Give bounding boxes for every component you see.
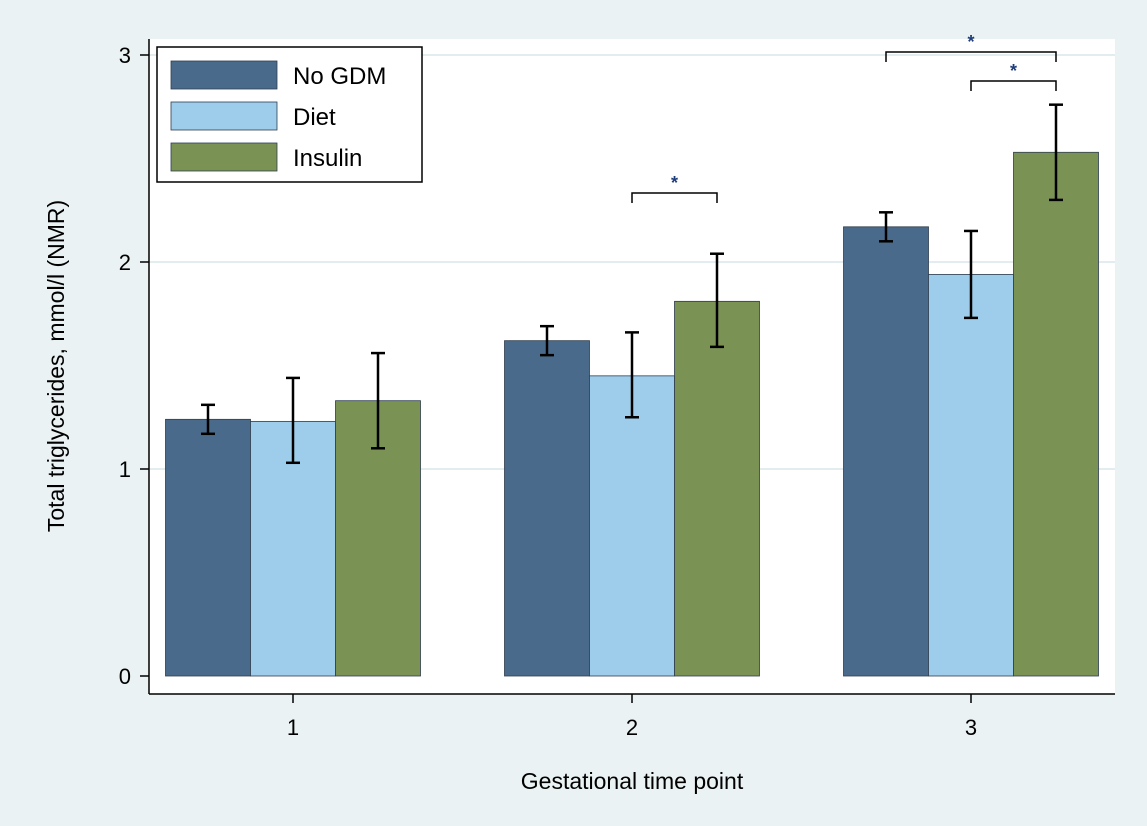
bar — [674, 300, 760, 677]
bars — [165, 151, 1099, 677]
legend: No GDM Diet Insulin — [156, 46, 423, 183]
y-tick-label: 2 — [119, 250, 131, 275]
bar — [165, 418, 251, 677]
bar — [504, 340, 590, 677]
y-tick-label: 1 — [119, 457, 131, 482]
bar — [589, 375, 675, 677]
significance-star: * — [1010, 61, 1017, 81]
x-tick-label: 2 — [626, 715, 638, 740]
significance-bracket — [885, 51, 1057, 62]
bar — [843, 226, 929, 677]
y-tick-label: 0 — [119, 664, 131, 689]
x-tick-label: 3 — [965, 715, 977, 740]
legend-swatch — [170, 60, 278, 90]
error-bars — [201, 103, 1063, 465]
y-axis-title: Total triglycerides, mmol/l (NMR) — [43, 200, 69, 532]
legend-label: Insulin — [293, 145, 362, 172]
bar — [1013, 151, 1099, 677]
legend-label: No GDM — [293, 63, 386, 90]
x-tick-label: 1 — [287, 715, 299, 740]
significance-star: * — [671, 173, 678, 193]
legend-label: Diet — [293, 104, 336, 131]
significance-bracket — [970, 80, 1057, 91]
y-ticks: 0 1 2 3 — [119, 43, 149, 689]
bar — [928, 274, 1014, 677]
significance-star: * — [967, 32, 974, 52]
significance-brackets: * * * — [631, 32, 1057, 203]
significance-bracket — [631, 192, 718, 203]
x-ticks: 1 2 3 — [287, 694, 977, 740]
legend-swatch — [170, 101, 278, 131]
y-tick-label: 3 — [119, 43, 131, 68]
x-axis-title: Gestational time point — [521, 768, 744, 794]
legend-swatch — [170, 142, 278, 172]
